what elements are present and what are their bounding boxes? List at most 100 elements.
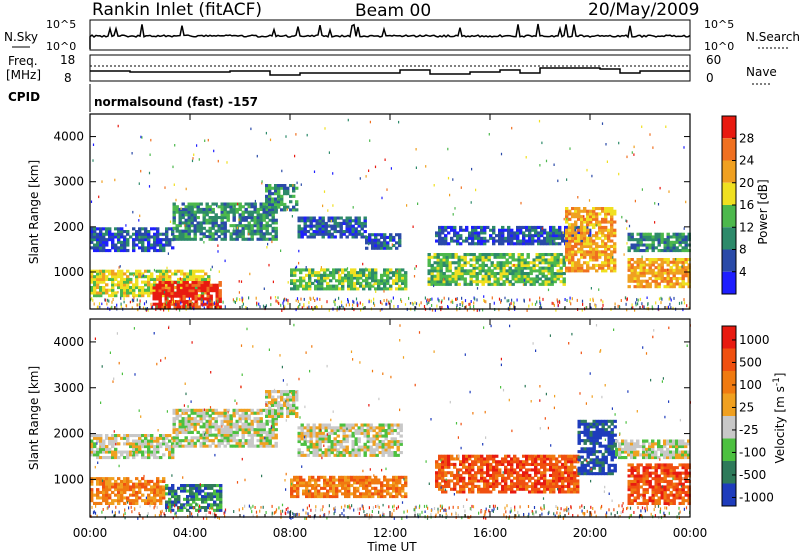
- echo-cell: [138, 232, 142, 236]
- echo-cell: [300, 451, 304, 455]
- echo-cell: [185, 305, 189, 309]
- echo-cell: [90, 280, 94, 284]
- echo-cell: [178, 444, 182, 448]
- echo-cell: [663, 277, 667, 281]
- echo-cell: [523, 279, 525, 282]
- echo-cell: [172, 428, 176, 432]
- echo-cell: [577, 209, 581, 213]
- echo-cell: [181, 237, 185, 241]
- echo-cell: [336, 453, 340, 457]
- echo-cell: [200, 300, 204, 304]
- echo-cell: [618, 172, 620, 176]
- echo-cell: [105, 450, 109, 454]
- echo-cell: [217, 244, 219, 247]
- echo-cell: [395, 276, 399, 280]
- echo-cell: [259, 425, 263, 429]
- echo-cell: [565, 234, 569, 238]
- echo-cell: [305, 266, 307, 269]
- echo-cell: [348, 216, 352, 220]
- echo-cell: [277, 300, 279, 304]
- echo-cell: [126, 269, 130, 273]
- echo-cell: [628, 224, 631, 228]
- echo-cell: [668, 297, 670, 301]
- echo-cell: [642, 263, 646, 267]
- echo-cell: [152, 294, 156, 298]
- echo-cell: [205, 411, 209, 415]
- echo-cell: [553, 274, 557, 278]
- echo-cell: [172, 235, 176, 239]
- echo-cell: [247, 213, 251, 217]
- echo-cell: [523, 272, 527, 276]
- y-tick-label: 3000: [53, 175, 84, 189]
- echo-cell: [507, 234, 511, 238]
- echo-cell: [679, 283, 681, 286]
- echo-cell: [90, 482, 94, 486]
- echo-cell: [523, 277, 527, 281]
- echo-cell: [383, 281, 387, 285]
- echo-cell: [265, 401, 269, 405]
- echo-cell: [389, 233, 393, 237]
- echo-cell: [172, 439, 176, 443]
- echo-cell: [445, 282, 449, 286]
- echo-cell: [427, 261, 431, 265]
- echo-cell: [256, 229, 260, 233]
- echo-cell: [483, 236, 487, 240]
- echo-cell: [574, 223, 578, 227]
- echo-cell: [456, 308, 458, 312]
- echo-cell: [484, 274, 488, 278]
- echo-cell: [592, 207, 596, 211]
- echo-cell: [333, 429, 337, 433]
- echo-cell: [235, 232, 239, 236]
- echo-cell: [278, 198, 280, 202]
- echo-cell: [253, 428, 257, 432]
- echo-cell: [277, 395, 281, 399]
- echo-cell: [253, 433, 257, 437]
- echo-cell: [197, 275, 199, 279]
- echo-cell: [362, 287, 366, 291]
- echo-cell: [675, 246, 679, 250]
- echo-cell: [577, 250, 581, 254]
- echo-cell: [645, 285, 649, 289]
- echo-cell: [528, 304, 530, 308]
- echo-cell: [281, 309, 283, 312]
- echo-cell: [133, 274, 135, 277]
- echo-cell: [250, 436, 254, 440]
- echo-cell: [568, 231, 572, 235]
- echo-cell: [386, 298, 388, 302]
- echo-cell: [180, 207, 182, 210]
- echo-cell: [159, 434, 163, 438]
- echo-cell: [147, 288, 151, 292]
- echo-cell: [255, 296, 257, 300]
- echo-cell: [192, 500, 196, 504]
- echo-cell: [123, 482, 127, 486]
- echo-cell: [588, 199, 591, 202]
- echo-cell: [459, 242, 463, 246]
- echo-cell: [613, 209, 617, 213]
- echo-cell: [156, 493, 160, 497]
- echo-cell: [348, 221, 352, 225]
- echo-cell: [293, 495, 297, 499]
- echo-cell: [162, 275, 166, 279]
- echo-cell: [306, 235, 310, 239]
- echo-cell: [202, 232, 206, 236]
- echo-cell: [395, 268, 399, 272]
- colorbar-tick-label: 12: [739, 220, 754, 234]
- echo-cell: [469, 272, 473, 276]
- echo-cell: [93, 436, 97, 440]
- echo-cell: [120, 227, 124, 231]
- echo-cell: [630, 238, 634, 242]
- echo-cell: [348, 423, 352, 427]
- echo-cell: [330, 440, 334, 444]
- echo-cell: [414, 267, 416, 270]
- echo-cell: [171, 280, 175, 284]
- echo-cell: [314, 489, 318, 493]
- echo-cell: [442, 253, 446, 257]
- echo-cell: [144, 288, 148, 292]
- echo-cell: [396, 269, 398, 273]
- echo-cell: [336, 440, 340, 444]
- echo-cell: [354, 232, 358, 236]
- echo-cell: [192, 272, 196, 276]
- echo-cell: [320, 279, 324, 283]
- echo-cell: [256, 213, 260, 217]
- echo-cell: [244, 408, 248, 412]
